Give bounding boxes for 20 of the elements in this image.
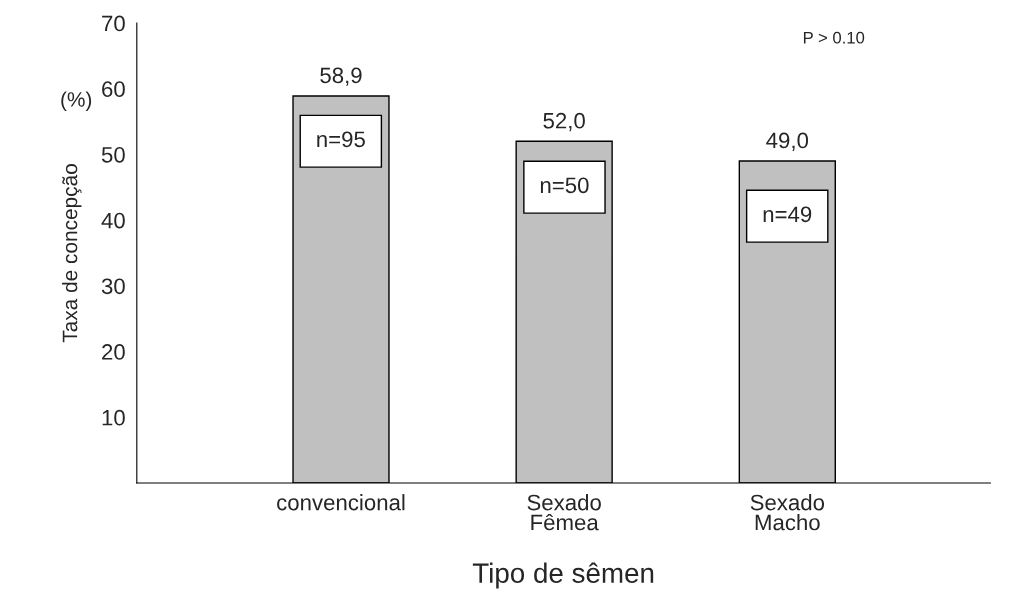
y-tick-label: 50	[101, 146, 125, 163]
x-tick-label: Sexado Macho	[750, 494, 825, 531]
y-tick-label: 40	[101, 212, 125, 229]
x-tick-label: Sexado Fêmea	[527, 494, 601, 531]
y-tick-label: 30	[101, 278, 125, 295]
annotation: n=95	[317, 131, 365, 148]
annotation: P > 0.10	[803, 31, 865, 44]
data-label: 49,0	[766, 132, 809, 151]
x-axis-title: Tipo de sêmen	[472, 562, 654, 589]
x-tick-label: convencional	[277, 494, 405, 511]
y-axis-title: Taxa de concepção	[62, 164, 82, 343]
data-label: 58,9	[320, 67, 362, 86]
data-label: 52,0	[543, 112, 585, 132]
text: (%)	[61, 91, 92, 111]
y-tick-label: 60	[102, 81, 125, 98]
y-tick-label: 70	[102, 15, 125, 32]
annotation: n=50	[540, 177, 589, 194]
y-tick-label: 20	[102, 344, 125, 360]
y-tick-label: 10	[102, 409, 125, 426]
annotation: n=49	[763, 206, 812, 223]
